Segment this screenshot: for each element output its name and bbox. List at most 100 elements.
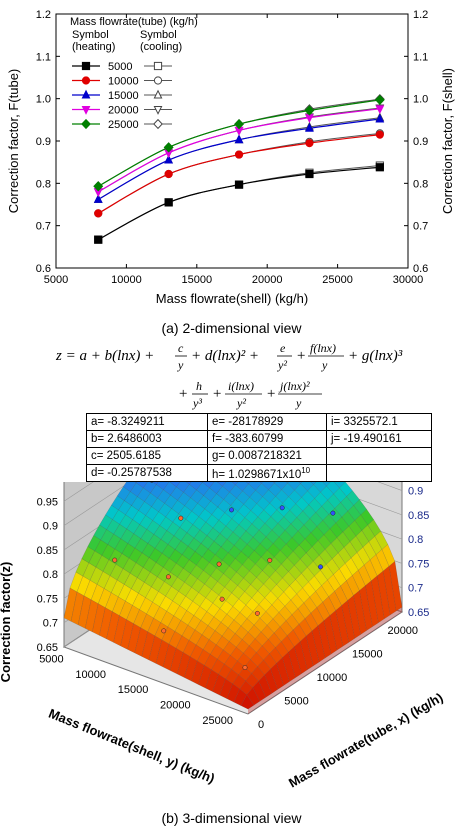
svg-text:+ g(lnx)³: + g(lnx)³ xyxy=(348,348,403,364)
surface-patch xyxy=(240,694,255,710)
table-cell: f= -383.60799 xyxy=(207,430,327,448)
surface-patch xyxy=(310,607,325,627)
surface-patch xyxy=(179,518,194,533)
data-point-heating xyxy=(375,163,384,172)
surface-patch xyxy=(127,623,141,654)
data-point-heating xyxy=(164,154,174,164)
data-point-heating xyxy=(234,180,244,189)
surface-skirt xyxy=(248,607,402,714)
surface-patch xyxy=(217,573,231,588)
y-tick-label-right: 0.8 xyxy=(413,178,428,190)
surface-patch xyxy=(347,505,361,521)
surface-patch xyxy=(176,482,190,493)
series-5000 xyxy=(94,161,384,244)
surface-patch xyxy=(287,482,301,491)
surface-patch xyxy=(382,565,397,616)
z-tick-label: 0.9 xyxy=(43,521,58,533)
surface-patch xyxy=(191,660,205,685)
data-point-heating xyxy=(375,130,384,139)
z-axis-label: Correction factor(z) xyxy=(0,562,13,683)
surface-patch xyxy=(200,535,215,550)
surface-patch xyxy=(230,646,244,662)
surface-patch xyxy=(219,525,234,540)
table-row: b= 2.6486003 f= -383.60799 j= -19.490161 xyxy=(86,430,432,448)
surface-patch xyxy=(147,534,162,549)
surface-patch xyxy=(152,511,166,526)
legend-label: 15000 xyxy=(108,90,139,102)
surface-patch xyxy=(353,590,367,635)
surface-patch xyxy=(285,482,289,484)
surface-patch xyxy=(226,531,241,546)
surface-patch xyxy=(287,551,301,566)
surface-data-point xyxy=(254,610,260,616)
surface-patch xyxy=(277,516,292,531)
legend-item: 25000 xyxy=(72,118,172,131)
h-exponent: 10 xyxy=(301,465,311,475)
surface-patch xyxy=(143,482,157,494)
surface-patch xyxy=(136,567,151,583)
surface-patch xyxy=(170,563,184,578)
surface-patch xyxy=(229,484,243,499)
surface-patch xyxy=(388,561,403,612)
x-tick-label: 25000 xyxy=(322,274,353,286)
surface-patch xyxy=(251,516,266,531)
surface-patch xyxy=(256,570,270,585)
x-tick-label: 30000 xyxy=(393,274,424,286)
surface-patch xyxy=(212,519,227,534)
surface-patch xyxy=(311,540,326,556)
surface-patch xyxy=(305,630,320,667)
surface-patch xyxy=(313,555,327,571)
surface-patch xyxy=(165,508,179,523)
surface-patch xyxy=(219,678,233,699)
surface-patch xyxy=(156,482,170,491)
surface-patch xyxy=(261,482,275,491)
x-tick-label: 10000 xyxy=(111,274,142,286)
surface-patch xyxy=(318,549,333,565)
surface-patch xyxy=(248,550,262,565)
z-tick-label-right: 0.9 xyxy=(408,486,423,498)
surface-patch xyxy=(230,571,244,586)
surface-patch xyxy=(205,514,220,529)
surface-patch xyxy=(254,631,269,647)
surface-patch xyxy=(203,562,217,577)
svg-text:j(lnx)²: j(lnx)² xyxy=(278,379,310,393)
series-line-heating xyxy=(97,166,380,241)
legend-item: 10000 xyxy=(72,76,172,88)
surface-patch xyxy=(294,641,308,675)
shell-tick-label: 25000 xyxy=(202,715,233,727)
surface-patch xyxy=(174,540,189,555)
surface-patch xyxy=(191,578,205,593)
z-tick-label: 1 xyxy=(52,482,58,484)
surface-patch xyxy=(144,571,158,588)
surface-patch xyxy=(259,482,263,484)
svg-text:z = a + b(lnx) +: z = a + b(lnx) + xyxy=(55,348,154,364)
surface-patch xyxy=(272,536,287,551)
surface-patch xyxy=(187,537,202,552)
data-point-heating xyxy=(93,194,103,203)
surface-patch xyxy=(176,652,191,678)
surface-patch xyxy=(275,489,289,504)
surface-patch xyxy=(242,557,256,572)
surface-patch xyxy=(359,585,373,632)
surface-patch xyxy=(199,521,214,536)
surface-patch xyxy=(135,552,150,568)
surface-patch xyxy=(186,524,201,539)
surface-patch xyxy=(240,543,255,558)
series-line-cooling xyxy=(98,165,380,241)
surface-patch xyxy=(203,487,217,502)
z-tick-label: 0.8 xyxy=(43,569,58,581)
surface-patch xyxy=(285,537,300,552)
svg-text:y³: y³ xyxy=(192,396,202,410)
surface-patch xyxy=(355,530,370,548)
surface-patch xyxy=(122,482,137,492)
surface-patch xyxy=(245,523,260,538)
legend-marker-cooling xyxy=(153,89,163,99)
surface-patch xyxy=(184,497,198,512)
surface-patch xyxy=(151,497,165,513)
z-tick-label-right: 0.85 xyxy=(408,510,429,522)
surface-patch xyxy=(211,581,225,596)
data-point-heating xyxy=(375,105,385,115)
surface-patch xyxy=(255,556,269,571)
surface-patch xyxy=(276,657,290,686)
surface-patch xyxy=(190,489,204,504)
